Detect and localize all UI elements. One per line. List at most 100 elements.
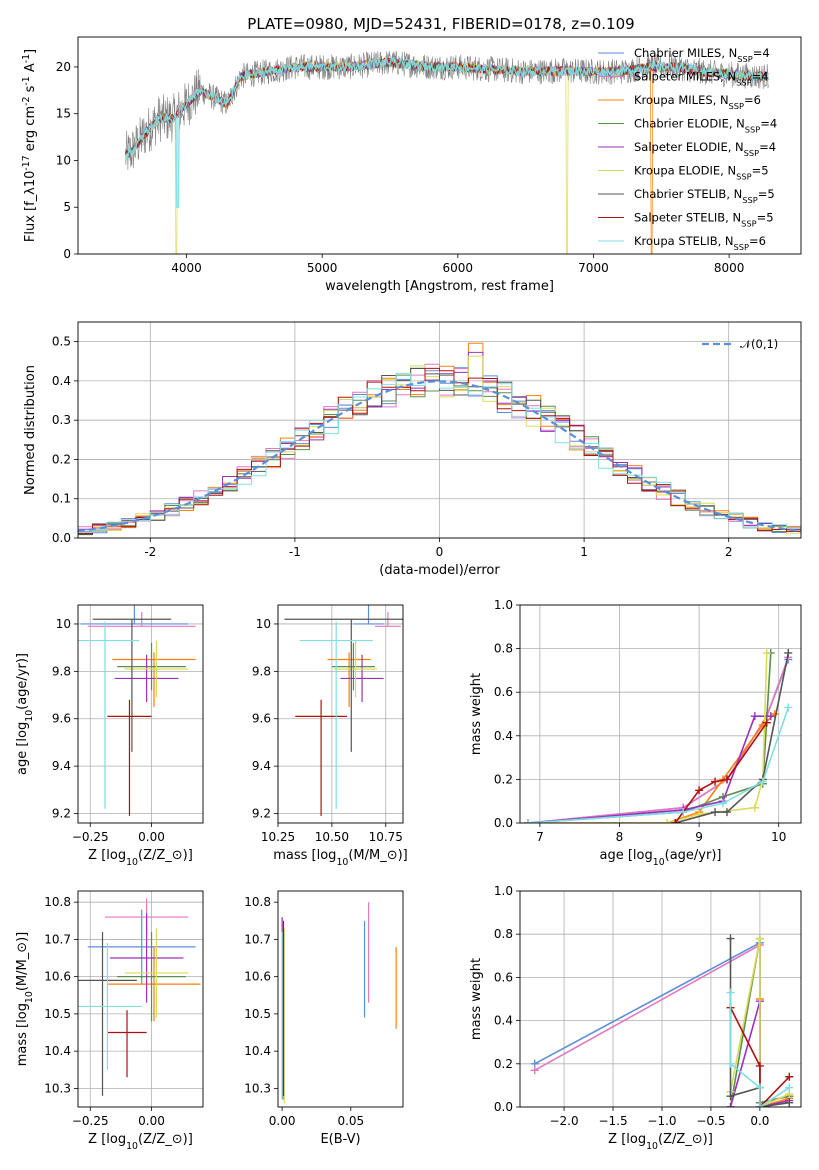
errorbar-salpeter-stelib <box>107 699 152 816</box>
point-marker <box>671 819 680 823</box>
y-tick-label: 9.4 <box>52 759 71 773</box>
point-marker <box>726 934 735 943</box>
errorbar-kroupa-miles <box>327 652 371 707</box>
y-axis-label: Flux [f_λ10-17 erg cm-2 s-1 A-1] <box>21 49 39 242</box>
plot-area <box>284 605 403 816</box>
panel-residuals: -2 -1 0 1 2 0.0 0.1 0.2 0.3 0.4 0.5 (data-model)/er… <box>23 321 802 578</box>
y-tick-label: 1.0 <box>494 884 513 898</box>
x-axis-label: Z [log10(Z/Z_⊙)] <box>88 848 193 868</box>
x-tick-label: −0.25 <box>72 1114 109 1128</box>
normal-curve <box>78 380 801 533</box>
point-marker <box>722 808 731 817</box>
y-tick-label: 0.4 <box>494 1014 513 1028</box>
point-marker <box>766 712 775 721</box>
x-tick-label: 8000 <box>714 261 745 275</box>
point-marker <box>530 1066 539 1075</box>
point-marker <box>711 808 720 817</box>
errorbar-salpeter-elodie <box>114 654 179 703</box>
errorbar-chabrier-elodie <box>117 642 186 691</box>
line-chabrier-miles <box>527 659 790 823</box>
point-marker <box>718 799 727 808</box>
point-marker <box>726 1092 735 1101</box>
x-axis-label: mass [log10(M/M_⊙)] <box>273 848 408 868</box>
point-marker <box>523 819 532 823</box>
point-marker <box>785 1083 794 1092</box>
point-marker <box>726 1059 735 1068</box>
point-marker <box>711 777 720 786</box>
axes-frame <box>77 36 802 255</box>
errorbar-kroupa-elodie <box>124 928 189 1018</box>
x-axis-label: Z [log10(Z/Z_⊙)] <box>88 1132 193 1152</box>
x-tick-label: 4000 <box>171 261 202 275</box>
x-axis-label: E(B-V) <box>320 1132 360 1147</box>
legend-entry: Chabrier ELODIE, NSSP=4 <box>634 117 777 135</box>
y-tick-label: 10.5 <box>244 1007 271 1021</box>
panel-mass-weight-Z: −2.0 −1.5 −1.0 −0.5 0.0 0.0 0.2 0.4 0.6 0.8 1.0 Z [… <box>469 884 802 1152</box>
legend-entry: Chabrier STELIB, NSSP=5 <box>634 187 775 205</box>
legend-entry: Salpeter STELIB, NSSP=5 <box>634 211 774 229</box>
x-axis-label: age [log10(age/yr)] <box>600 848 722 868</box>
point-marker <box>755 934 764 943</box>
y-tick-label: 0.6 <box>494 970 513 984</box>
x-tick-label: 0.00 <box>138 830 165 844</box>
errorbar-kroupa-miles <box>107 946 201 1022</box>
panel-mass-weight-age: 7 8 9 10 0.0 0.2 0.4 0.6 0.8 1.0 age [log10(age/yr… <box>469 598 802 868</box>
x-tick-label: 2 <box>725 545 733 559</box>
errorbar-chabrier-elodie <box>331 642 375 691</box>
legend-entry: Chabrier MILES, NSSP=4 <box>634 46 770 64</box>
y-tick-label: 10.7 <box>44 932 71 946</box>
plot-area <box>530 934 794 1107</box>
y-tick-label: 10 <box>256 617 271 631</box>
y-tick-label: 0.2 <box>52 452 71 466</box>
errorbar-salpeter-stelib <box>295 699 347 816</box>
line-kroupa-elodie <box>528 652 768 823</box>
errorbar-chabrier-stelib <box>78 931 137 1096</box>
point-marker <box>750 712 759 721</box>
model-spectrum-kroupa-elodie <box>125 57 769 254</box>
x-tick-label: 10.50 <box>315 830 349 844</box>
point-marker <box>785 1098 794 1107</box>
y-tick-label: 5 <box>63 200 71 214</box>
plot-area <box>281 902 397 1104</box>
legend-entry: Salpeter MILES, NSSP=4 <box>634 70 769 88</box>
axes-frame <box>519 604 802 824</box>
y-tick-label: 0.1 <box>52 492 71 506</box>
y-tick-label: 20 <box>56 60 71 74</box>
y-tick-label: 0.2 <box>494 772 513 786</box>
y-tick-label: 10.4 <box>44 1044 71 1058</box>
x-tick-label: 10.75 <box>369 830 403 844</box>
panel-mass-Z: −0.25 0.00 10.3 10.4 10.5 10.6 10.7 10.8 Z [log1… <box>15 890 204 1152</box>
y-tick-label: 9.4 <box>252 759 271 773</box>
point-marker <box>784 648 793 657</box>
y-tick-label: 10.6 <box>244 970 271 984</box>
panel-mass-EBV: 0.00 0.05 10.3 10.4 10.5 10.6 10.7 10.8 E(B-V) <box>244 890 404 1147</box>
y-tick-label: 9.8 <box>52 664 71 678</box>
y-tick-label: 9.2 <box>252 807 271 821</box>
y-tick-label: 0.4 <box>494 729 513 743</box>
y-tick-label: 10.3 <box>244 1081 271 1095</box>
errorbar-chabrier-stelib <box>284 618 403 752</box>
y-tick-label: 9.2 <box>52 807 71 821</box>
y-tick-label: 10.6 <box>44 970 71 984</box>
x-tick-label: 7 <box>536 830 544 844</box>
y-tick-label: 0.5 <box>52 335 71 349</box>
y-tick-label: 9.8 <box>252 664 271 678</box>
y-tick-label: 0.2 <box>494 1057 513 1071</box>
line-kroupa-stelib <box>527 707 790 823</box>
point-marker <box>750 803 759 812</box>
y-tick-label: 10 <box>56 153 71 167</box>
plot-area <box>78 342 801 538</box>
plot-area <box>523 648 793 823</box>
x-tick-label: 10.25 <box>261 830 295 844</box>
legend-entry: Kroupa STELIB, NSSP=6 <box>634 234 766 252</box>
y-tick-label: 10.4 <box>244 1044 271 1058</box>
point-marker <box>663 819 672 823</box>
y-tick-label: 0 <box>63 247 71 261</box>
point-marker <box>755 1103 764 1107</box>
x-axis-label: Z [log10(Z/Z_⊙)] <box>608 1132 713 1152</box>
y-tick-label: 0.3 <box>52 413 71 427</box>
point-marker <box>679 808 688 817</box>
point-marker <box>785 1072 794 1081</box>
point-marker <box>722 775 731 784</box>
point-marker <box>784 703 793 712</box>
